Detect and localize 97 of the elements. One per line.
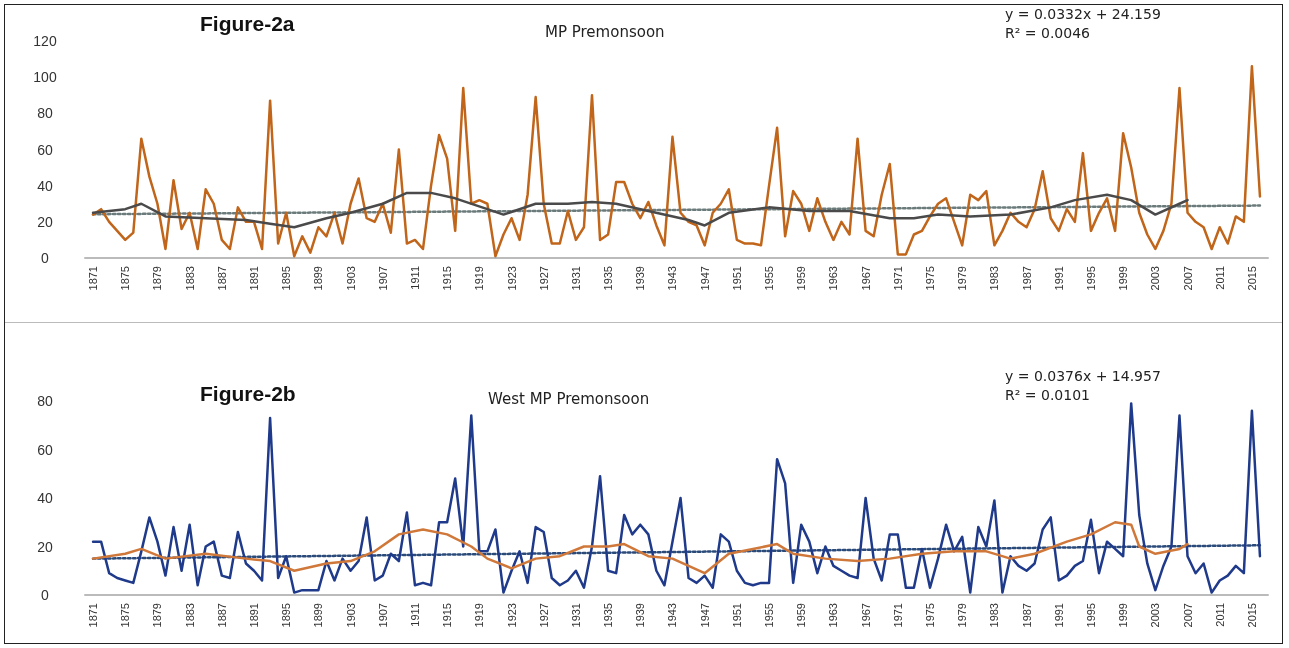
line-series bbox=[91, 521, 1189, 575]
x-tick-label: 1891 bbox=[248, 266, 260, 291]
x-tick-label: 1907 bbox=[376, 603, 389, 628]
x-tick-label: 1971 bbox=[891, 603, 904, 628]
x-tick-label: 1907 bbox=[376, 266, 389, 291]
y-tick-label: 120 bbox=[33, 33, 57, 49]
y-tick-label: 0 bbox=[41, 587, 50, 603]
x-tick-label: 2007 bbox=[1181, 603, 1194, 628]
x-tick-label: 1879 bbox=[151, 266, 164, 291]
annotation: R² = 0.0101 bbox=[1005, 387, 1090, 403]
x-tick-label: 1943 bbox=[666, 603, 679, 628]
x-tick-label: 2007 bbox=[1181, 266, 1194, 291]
x-tick-label: 1951 bbox=[730, 266, 743, 291]
text: Figure-2a bbox=[200, 12, 295, 35]
x-tick-label: 1967 bbox=[859, 266, 872, 291]
x-tick-label: 1915 bbox=[441, 603, 454, 628]
x-tick-label: 1983 bbox=[988, 266, 1001, 291]
x-tick-label: 1955 bbox=[763, 603, 776, 628]
x-tick-label: 1927 bbox=[537, 266, 550, 291]
x-tick-label: 1991 bbox=[1052, 603, 1065, 628]
chart-title: West MP Premonsoon bbox=[488, 389, 650, 408]
text: y = 0.0332x + 24.159 bbox=[1005, 6, 1161, 22]
text: R² = 0.0046 bbox=[1005, 25, 1091, 41]
x-tick-label: 1887 bbox=[215, 266, 228, 291]
x-tick-label: 1891 bbox=[248, 603, 260, 628]
x-tick-label: 1939 bbox=[634, 266, 647, 291]
line-series bbox=[91, 191, 1189, 229]
x-tick-label: 1975 bbox=[924, 266, 936, 291]
line-series bbox=[91, 65, 1262, 258]
x-tick-label: 1959 bbox=[795, 603, 808, 628]
x-tick-label: 1915 bbox=[441, 266, 454, 291]
x-tick-label: 1987 bbox=[1020, 266, 1033, 291]
x-tick-label: 1955 bbox=[763, 266, 776, 291]
x-tick-label: 1999 bbox=[1117, 266, 1130, 291]
x-tick-label: 1911 bbox=[408, 603, 421, 627]
y-tick-label: 40 bbox=[37, 177, 53, 194]
y-tick-label: 60 bbox=[37, 441, 53, 458]
x-tick-label: 1963 bbox=[827, 603, 840, 628]
x-tick-label: 1935 bbox=[602, 266, 615, 291]
y-tick-label: 80 bbox=[37, 105, 53, 122]
x-tick-label: 2003 bbox=[1149, 266, 1162, 291]
x-tick-label: 1879 bbox=[151, 603, 164, 628]
text: y = 0.0376x + 14.957 bbox=[1005, 368, 1161, 384]
x-tick-label: 1875 bbox=[119, 266, 132, 291]
x-tick-label: 1919 bbox=[473, 603, 486, 628]
x-tick-label: 1927 bbox=[537, 603, 550, 628]
x-tick-label: 2003 bbox=[1149, 603, 1162, 628]
x-tick-label: 1967 bbox=[859, 603, 872, 628]
x-tick-label: 2015 bbox=[1245, 603, 1258, 628]
x-tick-label: 1991 bbox=[1052, 266, 1065, 291]
y-tick-label: 100 bbox=[33, 69, 57, 86]
x-tick-label: 1895 bbox=[280, 266, 293, 291]
x-tick-label: 1895 bbox=[280, 603, 293, 628]
x-tick-label: 1923 bbox=[505, 266, 518, 291]
y-tick-label: 40 bbox=[37, 490, 53, 506]
x-tick-label: 1871 bbox=[87, 266, 100, 291]
x-tick-label: 1931 bbox=[569, 266, 582, 291]
y-tick-label: 0 bbox=[41, 250, 50, 266]
x-tick-label: 1947 bbox=[698, 266, 711, 291]
x-tick-label: 1899 bbox=[312, 266, 325, 291]
x-tick-label: 1951 bbox=[730, 603, 743, 628]
x-tick-label: 1883 bbox=[183, 266, 196, 291]
x-tick-label: 1979 bbox=[956, 603, 969, 628]
x-tick-label: 1903 bbox=[344, 266, 357, 291]
annotation: Figure-2b bbox=[200, 382, 296, 405]
x-tick-label: 1939 bbox=[634, 603, 647, 628]
x-tick-label: 1875 bbox=[119, 603, 132, 628]
x-tick-label: 1947 bbox=[698, 603, 711, 628]
x-tick-label: 1923 bbox=[505, 603, 518, 628]
x-tick-label: 1995 bbox=[1084, 266, 1097, 291]
x-tick-label: 1899 bbox=[312, 603, 325, 628]
x-tick-label: 1935 bbox=[602, 603, 615, 628]
x-tick-label: 1963 bbox=[827, 266, 840, 291]
x-tick-label: 2011 bbox=[1213, 603, 1226, 627]
y-tick-label: 60 bbox=[37, 141, 53, 158]
chart-title: MP Premonsoon bbox=[545, 22, 665, 41]
x-tick-label: 1999 bbox=[1117, 603, 1130, 628]
x-tick-label: 1871 bbox=[87, 603, 100, 628]
x-tick-label: 1987 bbox=[1020, 603, 1033, 628]
x-tick-label: 1931 bbox=[569, 603, 582, 628]
y-tick-label: 20 bbox=[37, 538, 53, 555]
x-tick-label: 1883 bbox=[183, 603, 196, 628]
x-tick-label: 1959 bbox=[795, 266, 808, 291]
x-tick-label: 1903 bbox=[344, 603, 357, 628]
x-tick-label: 1971 bbox=[891, 266, 904, 291]
x-tick-label: 2011 bbox=[1213, 266, 1226, 290]
y-tick-label: 20 bbox=[37, 213, 53, 230]
x-tick-label: 2015 bbox=[1245, 266, 1258, 291]
x-tick-label: 1983 bbox=[988, 603, 1001, 628]
x-tick-label: 1943 bbox=[666, 266, 679, 291]
y-tick-label: 80 bbox=[37, 393, 53, 409]
x-tick-label: 1887 bbox=[215, 603, 228, 628]
x-tick-label: 1995 bbox=[1084, 603, 1097, 628]
x-tick-label: 1911 bbox=[408, 266, 421, 290]
x-tick-label: 1979 bbox=[956, 266, 969, 291]
x-tick-label: 1919 bbox=[473, 266, 486, 291]
x-tick-label: 1975 bbox=[924, 603, 936, 628]
